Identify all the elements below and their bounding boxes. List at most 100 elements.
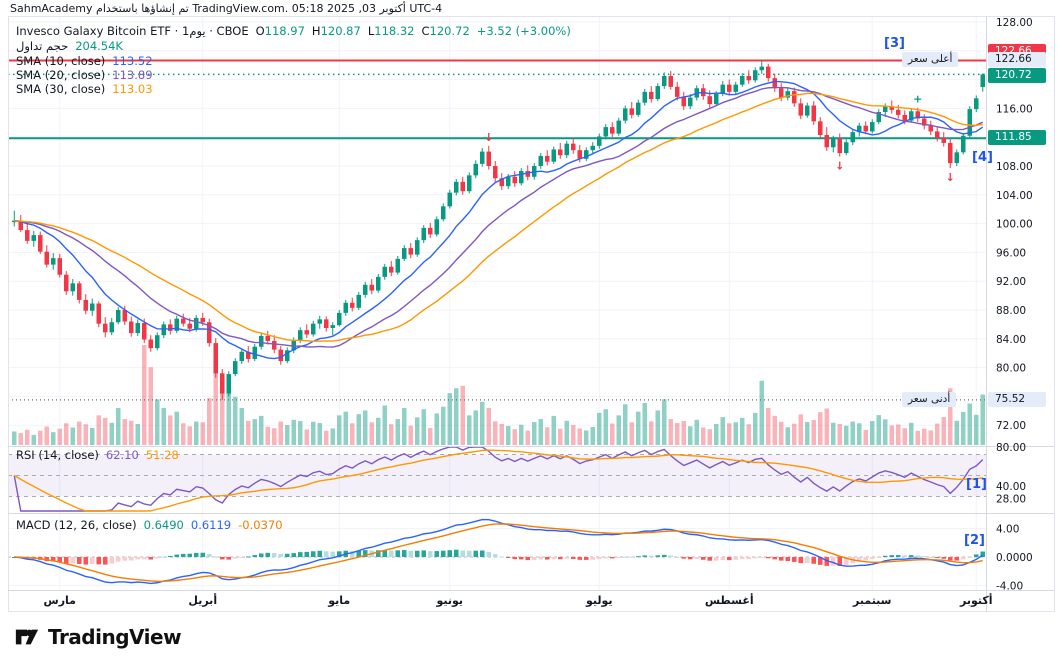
candle-body bbox=[577, 150, 582, 159]
candle-body bbox=[538, 155, 543, 166]
macd-hist-bar bbox=[681, 557, 686, 559]
volume-bar bbox=[395, 419, 400, 445]
volume-bar bbox=[902, 428, 907, 445]
volume-bar bbox=[961, 411, 966, 445]
candle-body bbox=[551, 149, 556, 162]
volume-bar bbox=[233, 396, 238, 445]
volume-bar bbox=[421, 409, 426, 445]
macd-hist-bar bbox=[389, 550, 394, 557]
candle-body bbox=[857, 125, 862, 133]
candle-body bbox=[57, 258, 62, 275]
volume-bar bbox=[285, 425, 290, 445]
macd-hist-bar bbox=[532, 557, 537, 561]
candle-body bbox=[200, 317, 205, 323]
macd-hist-bar bbox=[330, 551, 335, 557]
volume-bar bbox=[584, 430, 589, 445]
volume-bar bbox=[720, 417, 725, 445]
macd-signal-line bbox=[14, 523, 983, 582]
volume-bar bbox=[70, 427, 75, 445]
volume-bar bbox=[428, 427, 433, 445]
macd-hist-bar bbox=[57, 557, 62, 563]
macd-hist-bar bbox=[753, 557, 758, 559]
macd-hist-bar bbox=[51, 557, 56, 562]
macd-hist-bar bbox=[135, 557, 140, 560]
macd-hist-bar bbox=[486, 551, 491, 557]
volume-bar bbox=[681, 421, 686, 445]
candle-body bbox=[454, 181, 459, 193]
macd-hist-bar bbox=[889, 555, 894, 557]
volume-bar bbox=[863, 429, 868, 445]
macd-hist-bar bbox=[902, 555, 907, 557]
x-axis-month-label: سبتمبر bbox=[852, 594, 892, 607]
price-axis-tick: 128.00 bbox=[996, 17, 1033, 29]
macd-hist-bar bbox=[291, 553, 296, 557]
tradingview-logo-text: TradingView bbox=[48, 625, 182, 649]
macd-hist-bar bbox=[792, 557, 797, 562]
macd-hist-bar bbox=[844, 557, 849, 565]
candle-body bbox=[161, 324, 166, 336]
volume-bar bbox=[239, 407, 244, 445]
candle-body bbox=[298, 330, 303, 341]
macd-hist-bar bbox=[831, 557, 836, 566]
macd-hist-bar bbox=[304, 551, 309, 557]
price-axis-tick: 84.00 bbox=[996, 334, 1026, 346]
macd-hist-bar bbox=[590, 557, 595, 560]
volume-bar bbox=[298, 421, 303, 445]
volume-bar bbox=[38, 430, 43, 445]
volume-bar bbox=[109, 422, 114, 445]
candle-body bbox=[194, 317, 199, 329]
candle-body bbox=[285, 350, 290, 362]
volume-bar bbox=[642, 403, 647, 445]
volume-bar bbox=[330, 428, 335, 445]
volume-bar bbox=[25, 429, 30, 445]
volume-bar bbox=[447, 393, 452, 445]
volume-bar bbox=[850, 421, 855, 445]
candle-body bbox=[935, 131, 940, 138]
candle-body bbox=[220, 373, 225, 394]
macd-hist-bar bbox=[707, 557, 712, 561]
macd-hist-bar bbox=[460, 550, 465, 557]
macd-hist-bar bbox=[200, 552, 205, 557]
candlestick-series bbox=[12, 60, 985, 400]
volume-bar bbox=[571, 425, 576, 445]
tradingview-logo[interactable]: TradingView bbox=[14, 624, 182, 650]
candle-body bbox=[545, 155, 550, 162]
volume-bar bbox=[629, 422, 634, 445]
macd-hist-bar bbox=[818, 557, 823, 565]
macd-hist-bar bbox=[454, 549, 459, 557]
signal-marker-plus: + bbox=[913, 93, 922, 106]
macd-hist-bar bbox=[538, 557, 543, 560]
candle-body bbox=[714, 94, 719, 105]
candle-body bbox=[233, 361, 238, 375]
chart-canvas: ↓ ↓ + ↓ 128.00 116.00 108.00 104.00 100.00 96.00 9… bbox=[8, 16, 1055, 612]
macd-hist-bar bbox=[272, 552, 277, 557]
macd-hist-bar bbox=[961, 557, 966, 560]
volume-bar bbox=[103, 417, 108, 445]
candle-body bbox=[402, 248, 407, 259]
volume-bar bbox=[161, 407, 166, 445]
macd-hist-bar bbox=[181, 553, 186, 557]
macd-hist-bar bbox=[694, 557, 699, 560]
macd-hist-bar bbox=[70, 557, 75, 564]
macd-hist-bar bbox=[259, 553, 264, 557]
candle-body bbox=[954, 152, 959, 164]
candle-body bbox=[785, 91, 790, 98]
candle-body bbox=[597, 136, 602, 146]
volume-bar bbox=[701, 427, 706, 445]
signal-marker-arrow-down: ↓ bbox=[484, 131, 493, 144]
candle-body bbox=[434, 219, 439, 235]
candle-body bbox=[96, 303, 101, 324]
macd-hist-bar bbox=[545, 557, 550, 560]
candle-body bbox=[564, 143, 569, 156]
volume-bar bbox=[337, 415, 342, 445]
candle-body bbox=[44, 251, 49, 265]
volume-bar bbox=[753, 412, 758, 445]
macd-axis-tick: -4.00 bbox=[996, 580, 1023, 592]
volume-bar bbox=[779, 421, 784, 445]
macd-histogram bbox=[12, 549, 985, 566]
volume-bar bbox=[148, 367, 153, 445]
x-axis-month-label: مارس bbox=[44, 594, 76, 607]
volume-bar bbox=[207, 398, 212, 445]
volume-bar bbox=[246, 420, 251, 445]
signal-marker-arrow-down: ↓ bbox=[835, 160, 844, 173]
